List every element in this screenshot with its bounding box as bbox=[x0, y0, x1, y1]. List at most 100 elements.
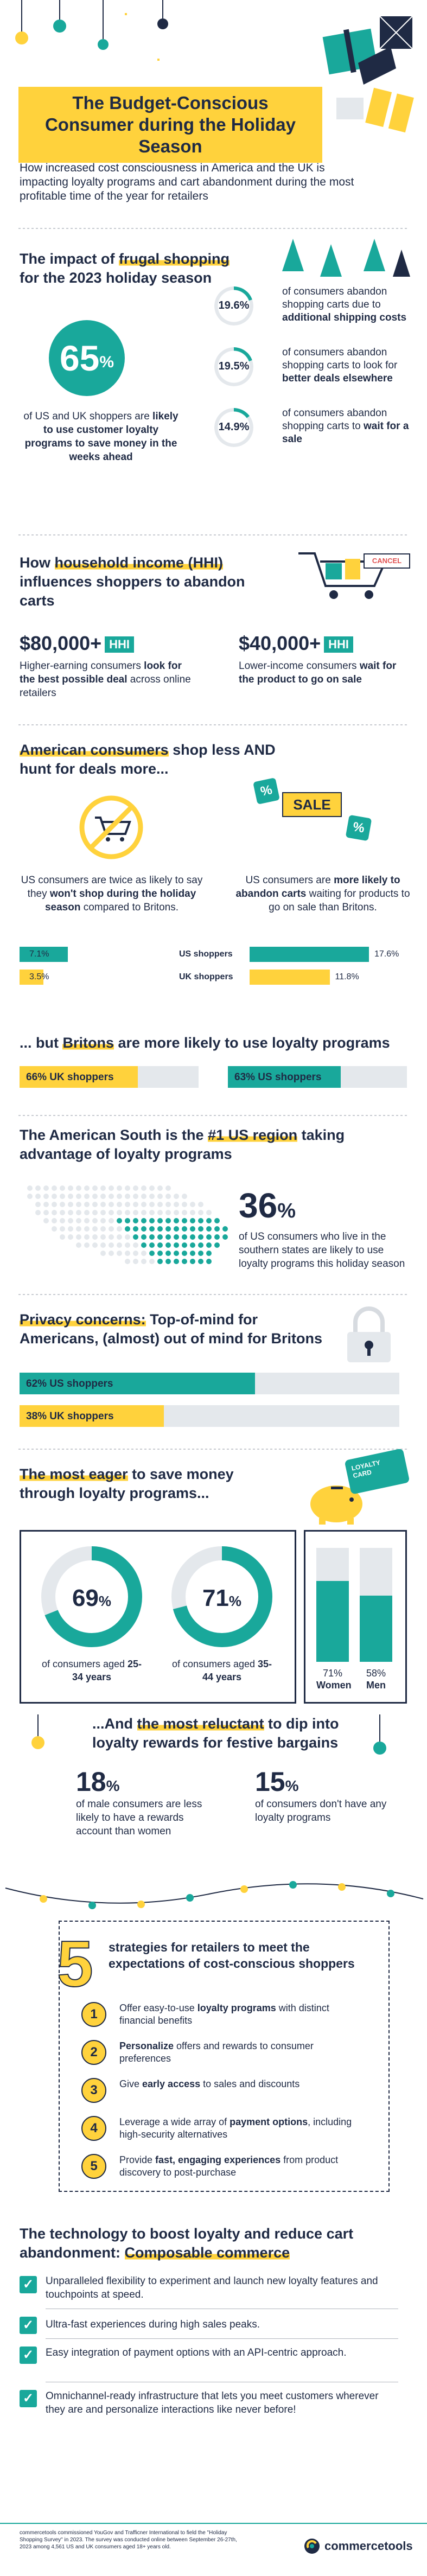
page-subtitle: How increased cost consciousness in Amer… bbox=[20, 162, 354, 202]
map-dot bbox=[141, 1234, 146, 1240]
map-dot bbox=[157, 1251, 163, 1256]
comparison-bars: 7.1% US shoppers 17.6% 3.5% UK shoppers 11.8% bbox=[0, 947, 427, 996]
map-dot bbox=[84, 1226, 90, 1232]
tech-section: The technology to boost loyalty and redu… bbox=[0, 2224, 427, 2528]
map-dot bbox=[60, 1226, 65, 1232]
map-dot bbox=[182, 1202, 187, 1207]
hhi-heading: How household income (HHI) influences sh… bbox=[20, 554, 245, 609]
map-dot bbox=[52, 1194, 57, 1199]
strategy-number: 2 bbox=[81, 2040, 106, 2065]
map-dot bbox=[190, 1226, 195, 1232]
map-dot bbox=[125, 1251, 130, 1256]
map-dot bbox=[149, 1242, 155, 1248]
map-dot bbox=[117, 1251, 122, 1256]
frugal-section: The impact of frugal shopping for the 20… bbox=[0, 239, 427, 526]
gift-boxes-decoration bbox=[322, 16, 414, 133]
map-dot bbox=[165, 1234, 171, 1240]
map-dot bbox=[125, 1210, 130, 1215]
map-dot bbox=[100, 1242, 106, 1248]
map-dot bbox=[76, 1185, 81, 1191]
map-dot bbox=[141, 1218, 146, 1223]
tech-text: Easy integration of payment options with… bbox=[46, 2347, 347, 2358]
map-dot bbox=[165, 1259, 171, 1264]
brand-name: commercetools bbox=[324, 2539, 413, 2553]
map-dot bbox=[165, 1210, 171, 1215]
map-dot bbox=[206, 1251, 212, 1256]
gender-bars bbox=[316, 1548, 398, 1662]
map-dot bbox=[174, 1218, 179, 1223]
donut-text: of consumers aged 35-44 years bbox=[171, 1659, 272, 1682]
map-dot bbox=[165, 1242, 171, 1248]
reluctant-section: ...And the most reluctant to dip into lo… bbox=[0, 1714, 427, 1877]
map-dot bbox=[190, 1202, 195, 1207]
map-dot bbox=[133, 1259, 138, 1264]
donut-chart bbox=[171, 1546, 272, 1647]
big-stat-text: of US and UK shoppers are likely to use … bbox=[23, 411, 179, 463]
map-dot bbox=[198, 1251, 203, 1256]
uk-loyalty-bar: 66% UK shoppers bbox=[20, 1066, 199, 1088]
percent-badge-icon: % bbox=[345, 814, 372, 841]
map-dot bbox=[198, 1210, 203, 1215]
map-dot bbox=[149, 1194, 155, 1199]
map-dot bbox=[117, 1218, 122, 1223]
map-dot bbox=[149, 1259, 155, 1264]
map-dot bbox=[125, 1234, 130, 1240]
map-dot bbox=[198, 1226, 203, 1232]
comparison-bar-right bbox=[250, 970, 330, 985]
map-dot bbox=[165, 1185, 171, 1191]
map-dot bbox=[125, 1218, 130, 1223]
map-dot bbox=[214, 1226, 220, 1232]
map-dot bbox=[206, 1259, 212, 1264]
map-dot bbox=[174, 1194, 179, 1199]
map-dot bbox=[109, 1194, 114, 1199]
map-dot bbox=[76, 1242, 81, 1248]
map-dot bbox=[84, 1234, 90, 1240]
map-dot bbox=[133, 1226, 138, 1232]
stat-value: 14.9% bbox=[218, 421, 250, 433]
map-dot bbox=[125, 1259, 130, 1264]
strategy-text: Offer easy-to-use loyalty programs with … bbox=[119, 2003, 329, 2026]
map-dot bbox=[206, 1218, 212, 1223]
map-dot bbox=[117, 1242, 122, 1248]
map-dot bbox=[109, 1242, 114, 1248]
map-dot bbox=[190, 1242, 195, 1248]
map-dot bbox=[92, 1185, 98, 1191]
trees-decoration bbox=[282, 239, 410, 277]
map-dot bbox=[92, 1234, 98, 1240]
gender-box: 71% Women 58% Men bbox=[304, 1530, 407, 1704]
comparison-bar-left bbox=[20, 970, 43, 985]
bar-label: 66% UK shoppers bbox=[26, 1072, 114, 1083]
map-dot bbox=[133, 1242, 138, 1248]
string-lights-decoration bbox=[5, 1881, 424, 1909]
map-dot bbox=[133, 1210, 138, 1215]
gender-bar-fill bbox=[360, 1596, 392, 1662]
map-dot bbox=[109, 1251, 114, 1256]
hhi-low: $40,000+ HHI Lower-income consumers wait … bbox=[239, 632, 412, 686]
map-dot bbox=[125, 1202, 130, 1207]
brand-logo[interactable]: commercetools bbox=[304, 2538, 413, 2554]
strategies-big-number: 5 bbox=[56, 1928, 94, 2000]
map-dot bbox=[190, 1259, 195, 1264]
map-dot bbox=[198, 1202, 203, 1207]
map-dot bbox=[125, 1226, 130, 1232]
hhi-badge: HHI bbox=[324, 636, 354, 653]
cancel-button: CANCEL bbox=[364, 553, 410, 569]
map-dot bbox=[149, 1226, 155, 1232]
donut-arc bbox=[41, 1546, 142, 1647]
map-dot bbox=[100, 1194, 106, 1199]
map-dot bbox=[84, 1242, 90, 1248]
comparison-value-right: 17.6% bbox=[374, 949, 399, 959]
south-stat-number: 36 bbox=[239, 1186, 278, 1225]
map-dot bbox=[133, 1251, 138, 1256]
map-dot bbox=[165, 1202, 171, 1207]
page-title: The Budget-Conscious Consumer during the… bbox=[18, 87, 322, 163]
map-dot bbox=[68, 1218, 73, 1223]
lock-icon bbox=[347, 1306, 391, 1362]
britons-section: ... but Britons are more likely to use l… bbox=[0, 1034, 427, 1115]
map-dot bbox=[149, 1251, 155, 1256]
hhi-high: $80,000+ HHI Higher-earning consumers loo… bbox=[20, 632, 199, 700]
map-dot bbox=[35, 1185, 41, 1191]
section-divider bbox=[18, 724, 409, 725]
strategies-section: 5 strategies for retailers to meet the e… bbox=[0, 1921, 427, 2203]
map-dot bbox=[214, 1218, 220, 1223]
